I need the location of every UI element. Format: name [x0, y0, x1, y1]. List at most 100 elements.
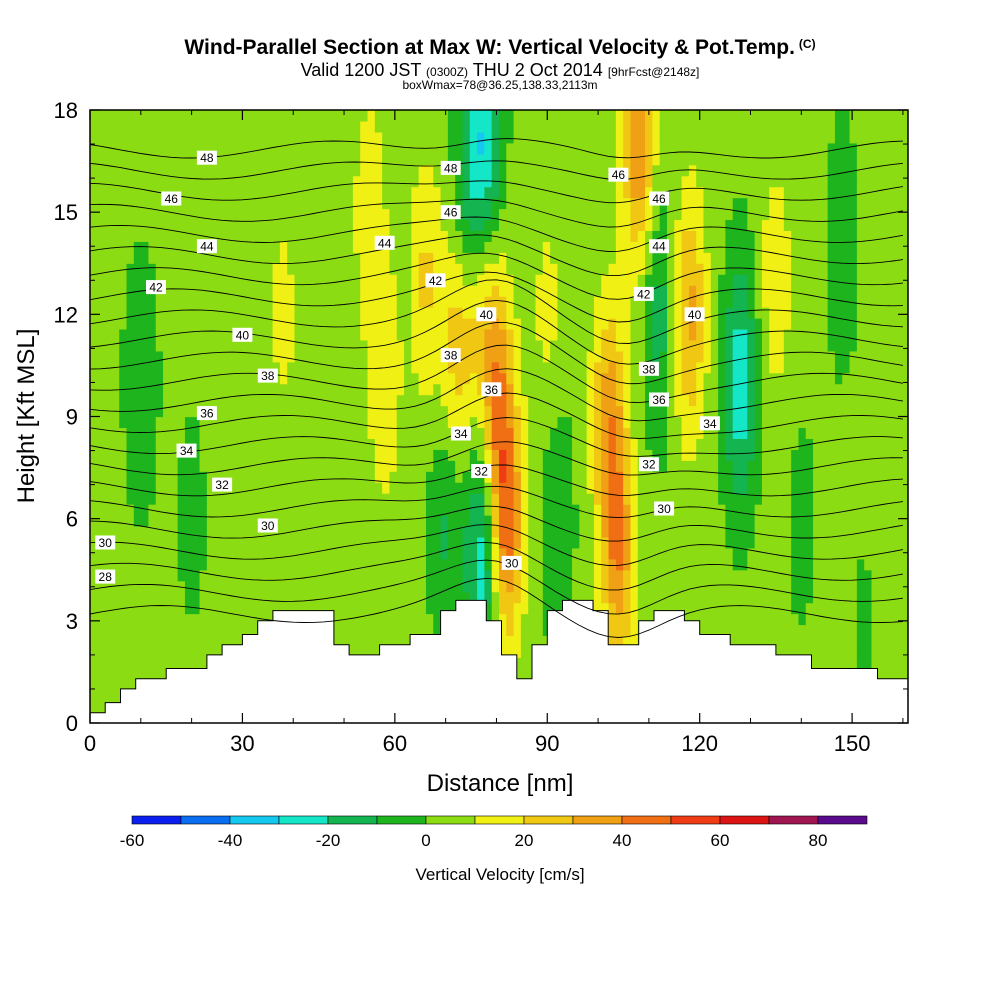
velocity-cell — [396, 317, 405, 330]
velocity-cell — [418, 350, 427, 363]
velocity-cell — [243, 142, 252, 155]
velocity-cell — [710, 460, 719, 472]
velocity-cell — [550, 460, 559, 472]
velocity-cell — [228, 350, 237, 363]
velocity-cell — [484, 372, 493, 385]
velocity-cell — [214, 131, 223, 144]
velocity-cell — [593, 493, 602, 505]
velocity-cell — [718, 164, 727, 177]
velocity-cell — [696, 317, 705, 330]
velocity-cell — [615, 591, 624, 604]
velocity-cell — [688, 372, 697, 385]
velocity-cell — [608, 307, 617, 319]
velocity-cell — [155, 131, 164, 144]
velocity-cell — [184, 405, 193, 418]
velocity-cell — [520, 274, 529, 286]
velocity-cell — [265, 241, 274, 253]
velocity-cell — [119, 274, 128, 286]
velocity-cell — [133, 536, 142, 549]
velocity-cell — [506, 536, 515, 549]
velocity-cell — [703, 317, 712, 330]
velocity-cell — [732, 427, 741, 439]
velocity-cell — [572, 153, 580, 166]
velocity-cell — [133, 580, 142, 593]
velocity-cell — [477, 339, 485, 352]
velocity-cell — [513, 131, 522, 144]
velocity-cell — [301, 449, 310, 461]
velocity-cell — [572, 569, 580, 582]
velocity-cell — [623, 394, 632, 407]
velocity-cell — [338, 274, 347, 286]
velocity-cell — [250, 525, 259, 538]
velocity-cell — [535, 317, 544, 330]
velocity-cell — [718, 372, 727, 385]
velocity-cell — [374, 372, 383, 385]
velocity-cell — [404, 361, 412, 374]
velocity-cell — [111, 690, 120, 702]
velocity-cell — [294, 504, 303, 516]
velocity-cell — [535, 613, 544, 626]
velocity-cell — [425, 602, 434, 615]
velocity-cell — [528, 471, 537, 483]
velocity-cell — [535, 569, 544, 582]
velocity-cell — [272, 482, 281, 494]
velocity-cell — [265, 164, 274, 177]
velocity-cell — [484, 405, 493, 418]
velocity-cell — [265, 317, 274, 330]
velocity-cell — [710, 252, 719, 264]
velocity-cell — [703, 131, 712, 144]
velocity-cell — [579, 263, 588, 275]
velocity-cell — [382, 591, 391, 604]
velocity-cell — [148, 427, 157, 439]
velocity-cell — [513, 569, 522, 582]
velocity-cell — [433, 613, 442, 626]
velocity-cell — [645, 591, 653, 604]
velocity-cell — [199, 547, 208, 560]
velocity-cell — [703, 438, 712, 450]
velocity-cell — [141, 427, 150, 439]
velocity-cell — [389, 274, 398, 286]
velocity-cell — [484, 263, 493, 275]
velocity-cell — [184, 339, 193, 352]
velocity-cell — [550, 328, 559, 341]
velocity-cell — [623, 350, 632, 363]
velocity-cell — [243, 285, 252, 297]
velocity-cell — [257, 219, 266, 232]
velocity-cell — [499, 252, 507, 264]
velocity-cell — [411, 153, 420, 166]
velocity-cell — [126, 208, 135, 221]
velocity-cell — [104, 416, 113, 429]
velocity-cell — [732, 449, 741, 461]
velocity-cell — [477, 110, 485, 122]
velocity-cell — [316, 350, 325, 363]
velocity-cell — [623, 361, 632, 374]
velocity-cell — [126, 515, 135, 527]
velocity-cell — [155, 252, 164, 264]
velocity-cell — [199, 328, 208, 341]
velocity-cell — [119, 438, 128, 450]
velocity-cell — [535, 328, 544, 341]
velocity-cell — [396, 350, 405, 363]
velocity-cell — [491, 186, 500, 199]
velocity-cell — [484, 580, 493, 593]
velocity-cell — [265, 427, 274, 439]
velocity-cell — [199, 383, 208, 396]
velocity-cell — [104, 668, 113, 680]
velocity-cell — [484, 175, 493, 188]
velocity-cell — [440, 438, 449, 450]
velocity-cell — [506, 613, 515, 626]
velocity-cell — [462, 186, 471, 199]
velocity-cell — [250, 153, 259, 166]
velocity-cell — [206, 624, 215, 637]
velocity-cell — [550, 569, 559, 582]
velocity-cell — [579, 142, 588, 155]
velocity-cell — [425, 405, 434, 418]
velocity-cell — [360, 624, 369, 637]
velocity-cell — [338, 241, 347, 253]
velocity-cell — [272, 252, 281, 264]
velocity-cell — [469, 482, 478, 494]
velocity-cell — [418, 416, 427, 429]
velocity-cell — [170, 471, 179, 483]
vertical-velocity-field — [90, 110, 908, 723]
velocity-cell — [455, 186, 464, 199]
